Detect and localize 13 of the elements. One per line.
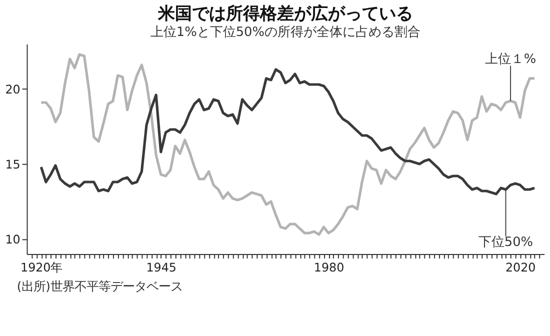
x-tick-label: 1980 (314, 260, 344, 274)
x-tick-label: 1945 (146, 260, 176, 274)
line-series (40, 53, 536, 236)
y-tick-label: 10 (5, 232, 20, 247)
text: (出所)世界不平等データベース (16, 280, 183, 294)
chart-subtitle: 上位1%と下位50%の所得が全体に占める割合 (150, 25, 420, 40)
y-tick-label: 15 (5, 157, 20, 172)
series-label: 上位１% (484, 52, 536, 67)
x-tick-label: 2020 (505, 260, 536, 274)
chart-title: 米国では所得格差が広がっている (156, 3, 413, 24)
x-tick-label: 1920年 (20, 260, 63, 274)
text: 下位50% (478, 235, 534, 250)
y-tick-label: 20 (5, 82, 20, 96)
